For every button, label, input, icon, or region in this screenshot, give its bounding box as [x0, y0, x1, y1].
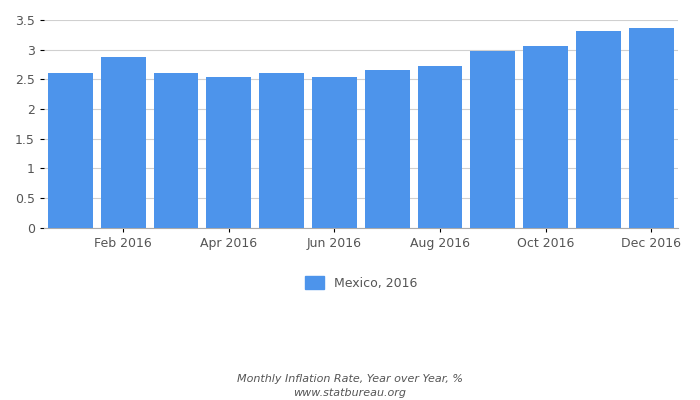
Bar	[48, 73, 93, 228]
Bar	[629, 28, 673, 228]
Bar	[365, 70, 409, 228]
Bar	[206, 77, 251, 228]
Bar	[418, 66, 463, 228]
Legend: Mexico, 2016: Mexico, 2016	[300, 271, 422, 295]
Bar	[101, 57, 146, 228]
Text: www.statbureau.org: www.statbureau.org	[293, 388, 407, 398]
Bar	[312, 77, 357, 228]
Bar	[576, 31, 621, 228]
Bar	[470, 52, 515, 228]
Bar	[153, 74, 199, 228]
Bar	[259, 74, 304, 228]
Text: Monthly Inflation Rate, Year over Year, %: Monthly Inflation Rate, Year over Year, …	[237, 374, 463, 384]
Bar	[523, 46, 568, 228]
